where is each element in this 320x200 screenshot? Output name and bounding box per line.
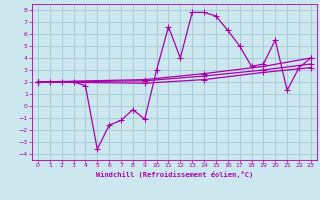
X-axis label: Windchill (Refroidissement éolien,°C): Windchill (Refroidissement éolien,°C) — [96, 171, 253, 178]
